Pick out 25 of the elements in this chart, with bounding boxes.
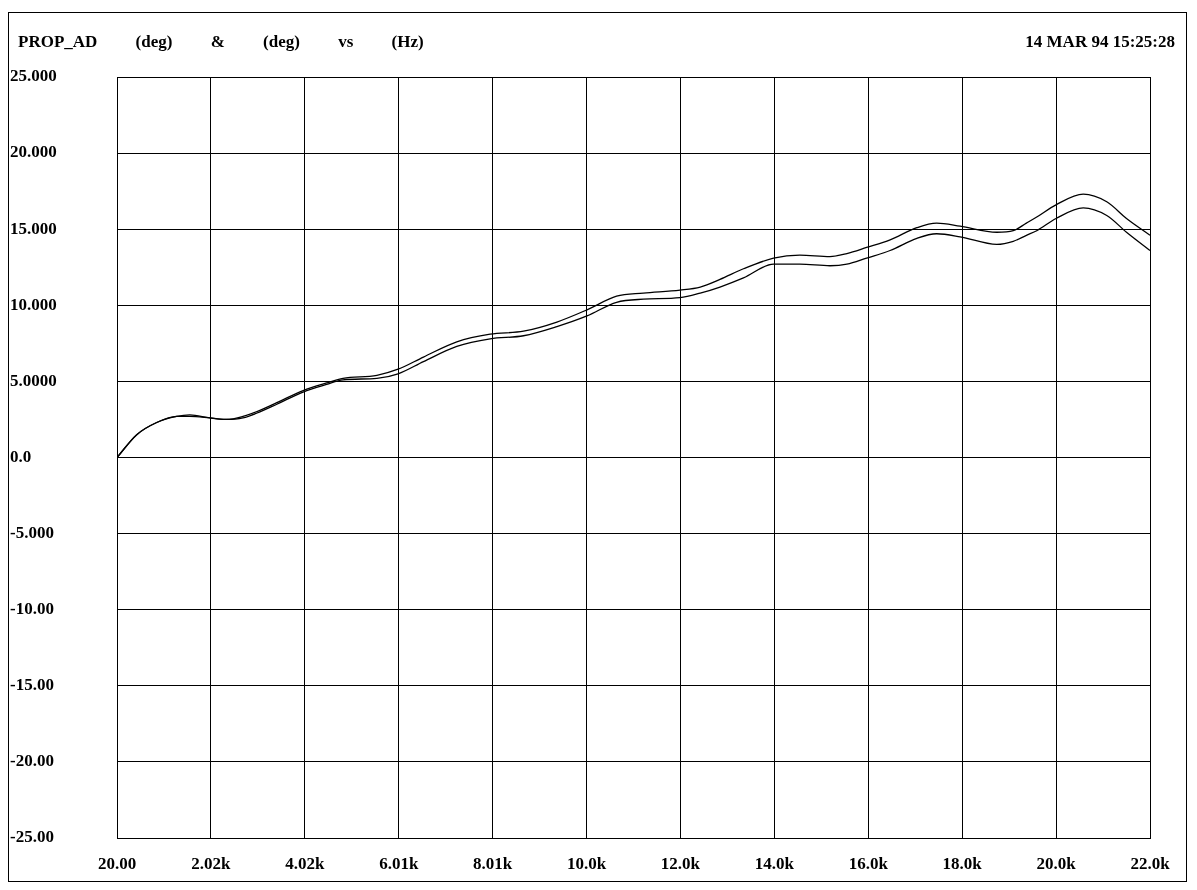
x-tick-label: 22.0k — [1130, 853, 1171, 873]
y-tick-label: -10.00 — [10, 599, 54, 619]
y-tick-label: 20.000 — [10, 142, 57, 162]
y-tick-label: -5.000 — [10, 522, 54, 542]
x-tick-label: 20.00 — [97, 853, 137, 873]
x-tick-label: 6.01k — [379, 853, 419, 873]
x-tick-label: 8.01k — [473, 853, 513, 873]
y-tick-label: -25.00 — [10, 827, 54, 847]
y-tick-label: 25.000 — [10, 66, 57, 86]
x-tick-label: 10.0k — [566, 853, 607, 873]
text: 14 MAR 94 15:25:28 — [1025, 32, 1175, 52]
x-tick-label: 2.02k — [191, 853, 232, 873]
y-tick-label: 10.000 — [10, 294, 57, 314]
x-tick-label: 12.0k — [660, 853, 701, 873]
y-tick-label: 15.000 — [10, 218, 57, 238]
x-tick-label: 14.0k — [754, 853, 795, 873]
chart-title: PROP_AD (deg) & (deg) vs (Hz) — [18, 32, 424, 52]
y-tick-label: -15.00 — [10, 675, 54, 695]
x-tick-label: 20.0k — [1036, 853, 1077, 873]
y-tick-label: 0.0 — [10, 446, 32, 466]
x-tick-label: 16.0k — [848, 853, 889, 873]
x-tick-label: 18.0k — [942, 853, 983, 873]
y-tick-label: -20.00 — [10, 751, 54, 771]
x-tick-label: 4.02k — [285, 853, 325, 873]
y-tick-label: 5.0000 — [10, 370, 57, 390]
